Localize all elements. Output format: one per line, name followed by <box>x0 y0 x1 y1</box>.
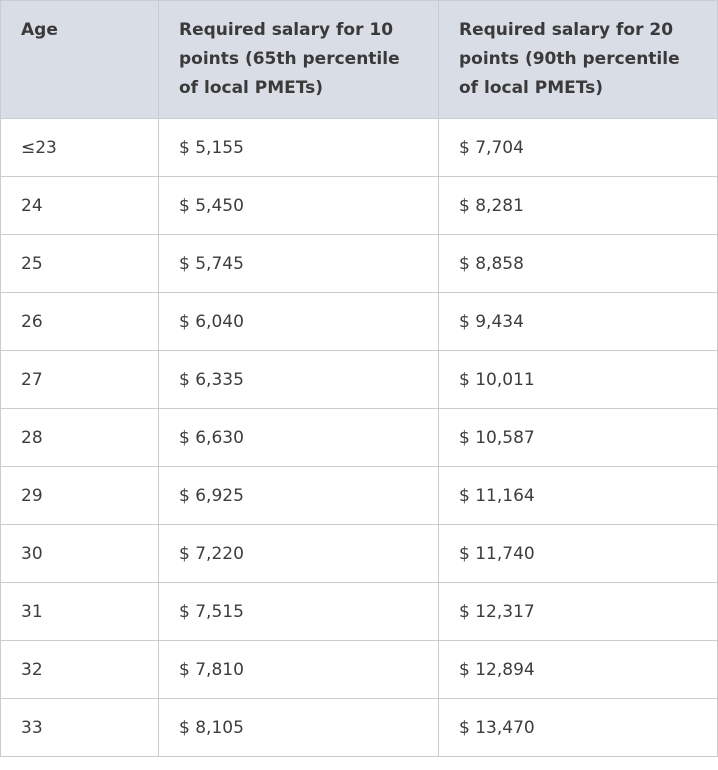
cell-age: 24 <box>0 176 159 235</box>
cell-salary-10-points: $ 7,220 <box>158 524 439 583</box>
cell-salary-20-points: $ 8,858 <box>438 234 718 293</box>
cell-salary-10-points: $ 5,155 <box>158 118 439 177</box>
table-row: 31 $ 7,515 $ 12,317 <box>0 582 718 641</box>
cell-age: 29 <box>0 466 159 525</box>
table-body: ≤23 $ 5,155 $ 7,704 24 $ 5,450 $ 8,281 2… <box>0 118 718 757</box>
cell-age: 30 <box>0 524 159 583</box>
table-row: 25 $ 5,745 $ 8,858 <box>0 234 718 293</box>
cell-salary-20-points: $ 8,281 <box>438 176 718 235</box>
table-row: 33 $ 8,105 $ 13,470 <box>0 698 718 757</box>
table-header: Age Required salary for 10 points (65th … <box>0 0 718 119</box>
cell-age: 32 <box>0 640 159 699</box>
header-salary-20-points: Required salary for 20 points (90th perc… <box>438 0 718 119</box>
cell-salary-10-points: $ 7,515 <box>158 582 439 641</box>
cell-salary-10-points: $ 6,925 <box>158 466 439 525</box>
cell-salary-20-points: $ 11,164 <box>438 466 718 525</box>
cell-salary-20-points: $ 11,740 <box>438 524 718 583</box>
cell-age: 26 <box>0 292 159 351</box>
cell-salary-20-points: $ 7,704 <box>438 118 718 177</box>
cell-age: 28 <box>0 408 159 467</box>
cell-salary-20-points: $ 12,894 <box>438 640 718 699</box>
header-age: Age <box>0 0 159 119</box>
table-row: ≤23 $ 5,155 $ 7,704 <box>0 118 718 177</box>
table-row: 32 $ 7,810 $ 12,894 <box>0 640 718 699</box>
cell-age: 27 <box>0 350 159 409</box>
header-row: Age Required salary for 10 points (65th … <box>0 0 718 119</box>
table-row: 29 $ 6,925 $ 11,164 <box>0 466 718 525</box>
cell-salary-20-points: $ 13,470 <box>438 698 718 757</box>
table-row: 27 $ 6,335 $ 10,011 <box>0 350 718 409</box>
table-row: 26 $ 6,040 $ 9,434 <box>0 292 718 351</box>
cell-salary-10-points: $ 8,105 <box>158 698 439 757</box>
table-row: 30 $ 7,220 $ 11,740 <box>0 524 718 583</box>
cell-salary-10-points: $ 6,335 <box>158 350 439 409</box>
cell-salary-10-points: $ 7,810 <box>158 640 439 699</box>
cell-age: 25 <box>0 234 159 293</box>
cell-salary-10-points: $ 5,450 <box>158 176 439 235</box>
header-salary-10-points: Required salary for 10 points (65th perc… <box>158 0 439 119</box>
cell-salary-10-points: $ 5,745 <box>158 234 439 293</box>
cell-salary-10-points: $ 6,630 <box>158 408 439 467</box>
cell-age: 31 <box>0 582 159 641</box>
cell-age: ≤23 <box>0 118 159 177</box>
cell-salary-20-points: $ 10,587 <box>438 408 718 467</box>
table-row: 28 $ 6,630 $ 10,587 <box>0 408 718 467</box>
table-row: 24 $ 5,450 $ 8,281 <box>0 176 718 235</box>
cell-salary-20-points: $ 9,434 <box>438 292 718 351</box>
cell-salary-20-points: $ 12,317 <box>438 582 718 641</box>
cell-age: 33 <box>0 698 159 757</box>
cell-salary-20-points: $ 10,011 <box>438 350 718 409</box>
cell-salary-10-points: $ 6,040 <box>158 292 439 351</box>
